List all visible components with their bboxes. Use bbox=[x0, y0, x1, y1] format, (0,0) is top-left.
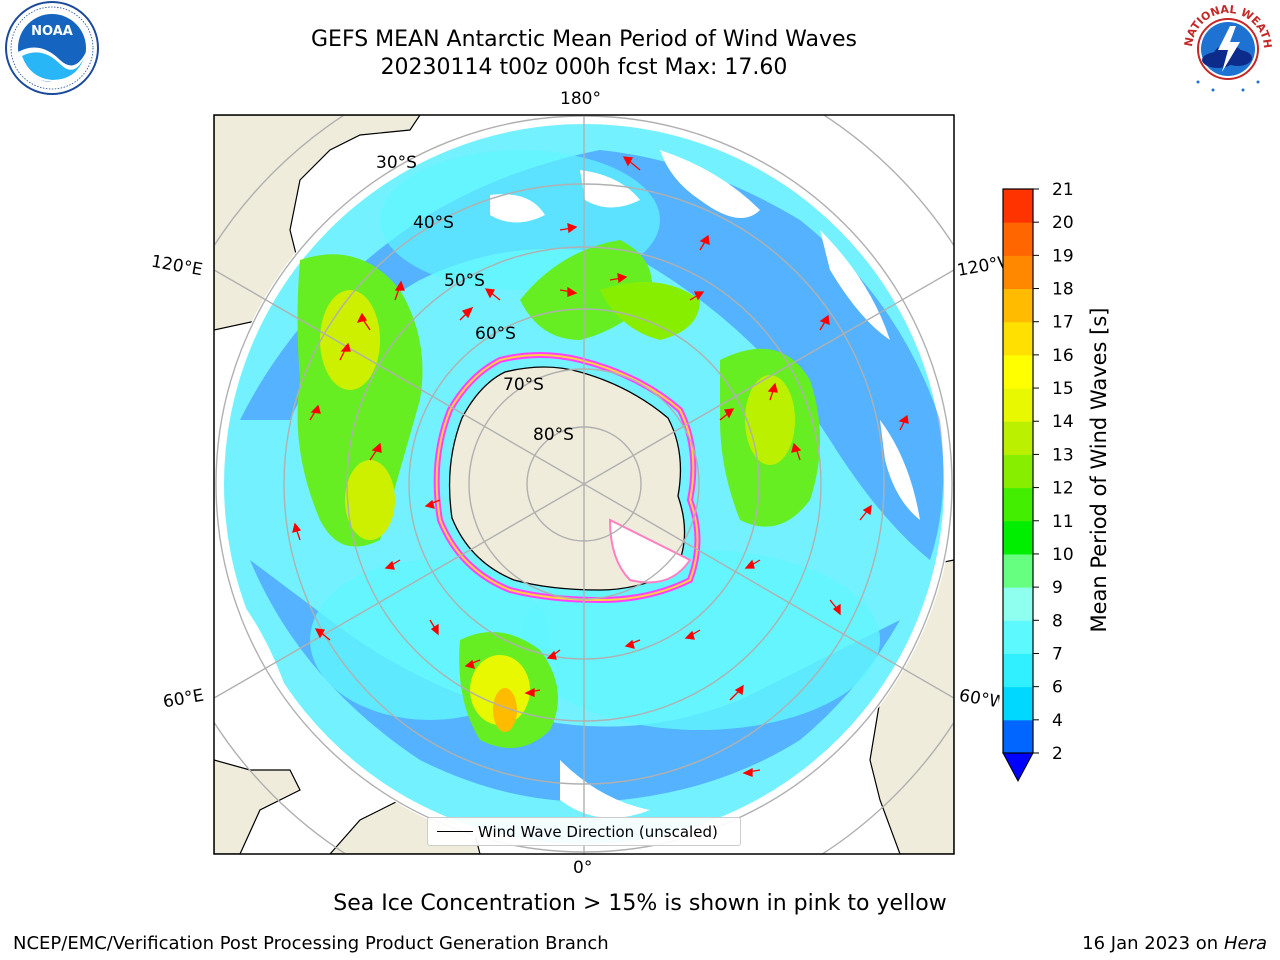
wind-wave-arrows bbox=[292, 156, 909, 777]
lat-label-80s: 80°S bbox=[533, 425, 574, 445]
lat-label-50s: 50°S bbox=[444, 271, 485, 291]
footer-date-text: 16 Jan 2023 on bbox=[1082, 933, 1219, 954]
map-legend: Wind Wave Direction (unscaled) bbox=[427, 817, 741, 846]
chart-title: GEFS MEAN Antarctic Mean Period of Wind … bbox=[311, 27, 857, 52]
lat-label-60s: 60°S bbox=[475, 324, 516, 344]
chart-subtitle: 20230114 t00z 000h fcst Max: 17.60 bbox=[380, 55, 788, 80]
antarctica bbox=[433, 352, 701, 604]
lon-label-180: 180° bbox=[560, 89, 601, 109]
lat-label-30s: 30°S bbox=[376, 153, 417, 173]
noaa-logo: NOAA bbox=[5, 1, 99, 95]
lat-label-40s: 40°S bbox=[413, 213, 454, 233]
map-frame bbox=[213, 114, 955, 855]
legend-line-swatch bbox=[437, 831, 473, 832]
footer-host: Hera bbox=[1223, 933, 1267, 954]
footer-branch: NCEP/EMC/Verification Post Processing Pr… bbox=[13, 933, 609, 954]
noaa-logo-text: NOAA bbox=[31, 24, 73, 39]
legend-label: Wind Wave Direction (unscaled) bbox=[478, 823, 718, 841]
nws-logo: NATIONAL WEATHER SERVICE bbox=[1178, 2, 1274, 93]
lon-label-0: 0° bbox=[573, 858, 593, 878]
footer-date: 16 Jan 2023 on Hera bbox=[1082, 933, 1267, 954]
lat-label-70s: 70°S bbox=[503, 375, 544, 395]
graticule bbox=[214, 115, 954, 854]
sea-ice-note: Sea Ice Concentration > 15% is shown in … bbox=[333, 891, 947, 916]
